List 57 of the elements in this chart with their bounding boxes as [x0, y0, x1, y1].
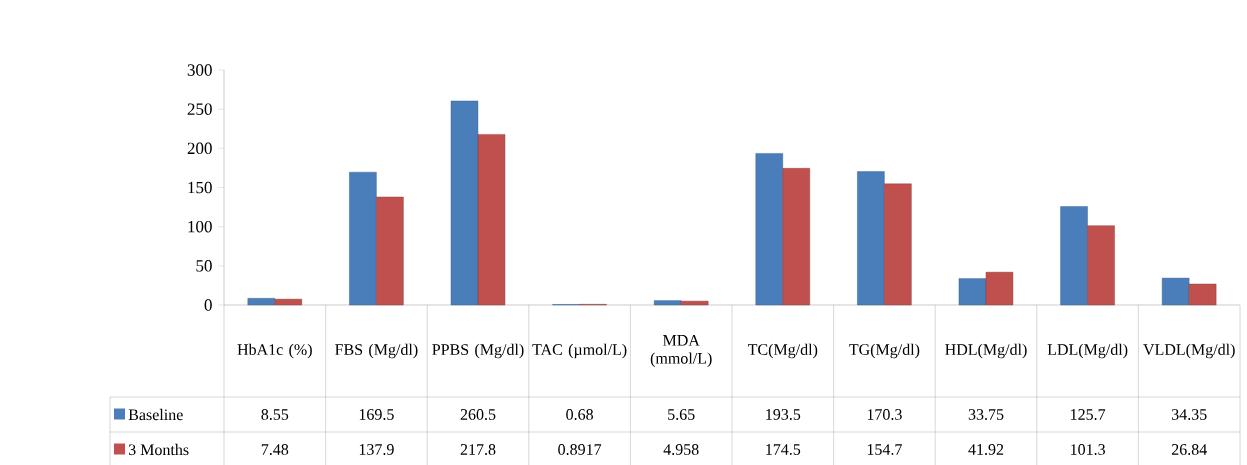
bar	[1060, 206, 1088, 306]
x-tick-label: TAC (µmol/L)	[532, 343, 627, 359]
y-tick-label: 150	[188, 181, 212, 194]
data-label: 34.35	[1171, 409, 1207, 420]
data-label: 154.7	[867, 444, 902, 455]
data-label: 41.92	[968, 444, 1004, 455]
bar	[653, 300, 682, 306]
data-label: 137.9	[359, 444, 394, 455]
data-label: 4.958	[663, 444, 699, 455]
x-tick-label: LDL(Mg/dl)	[1047, 343, 1128, 359]
y-tick-label: 300	[187, 64, 212, 76]
x-tick-label: VLDL(Mg/dl)	[1143, 343, 1235, 359]
legend-label: 3 Months	[128, 443, 189, 456]
bar	[782, 168, 810, 306]
data-label: 193.5	[766, 409, 801, 420]
bar	[450, 100, 479, 306]
data-label: 217.8	[460, 444, 496, 455]
y-tick-label: 100	[188, 220, 212, 233]
y-tick-label: 0	[204, 299, 212, 311]
bar	[1188, 283, 1217, 306]
x-tick-label: HbA1c (%)	[237, 343, 312, 359]
y-tick-label: 50	[196, 260, 212, 272]
x-tick-label: PPBS (Mg/dl)	[432, 343, 524, 359]
data-label: 33.75	[968, 409, 1004, 420]
y-tick-label: 250	[187, 103, 212, 115]
data-label: 101.3	[1071, 444, 1105, 455]
x-tick-label: FBS (Mg/dl)	[335, 343, 418, 359]
data-label: 7.48	[261, 444, 289, 455]
bar	[958, 278, 987, 306]
bar	[884, 183, 912, 306]
bar	[857, 171, 885, 306]
bar	[376, 196, 404, 306]
data-label: 5.65	[668, 409, 695, 420]
data-label: 26.84	[1171, 444, 1207, 455]
data-label: 0.8917	[558, 444, 602, 455]
x-tick-label: TG(Mg/dl)	[849, 343, 920, 359]
y-tick-label: 200	[187, 142, 212, 155]
data-label: 0.68	[566, 409, 593, 420]
data-label: 125.7	[1071, 409, 1106, 420]
bar	[985, 271, 1014, 306]
bar	[680, 300, 709, 306]
data-label: 170.3	[867, 409, 902, 420]
x-tick-label: MDA (mmol/L)	[650, 335, 712, 367]
bar	[274, 298, 302, 306]
bar	[247, 298, 275, 306]
data-label: 174.5	[766, 444, 801, 455]
data-label: 8.55	[261, 409, 289, 420]
data-label: 260.5	[460, 409, 496, 420]
bar	[1161, 277, 1190, 306]
bar	[1087, 225, 1115, 306]
bar	[349, 172, 377, 306]
bar	[477, 134, 506, 306]
legend-label: Baseline	[128, 408, 183, 421]
bar	[755, 153, 783, 306]
data-label: 169.5	[359, 409, 394, 420]
x-tick-label: TC(Mg/dl)	[748, 343, 818, 359]
x-tick-label: HDL(Mg/dl)	[945, 343, 1027, 359]
